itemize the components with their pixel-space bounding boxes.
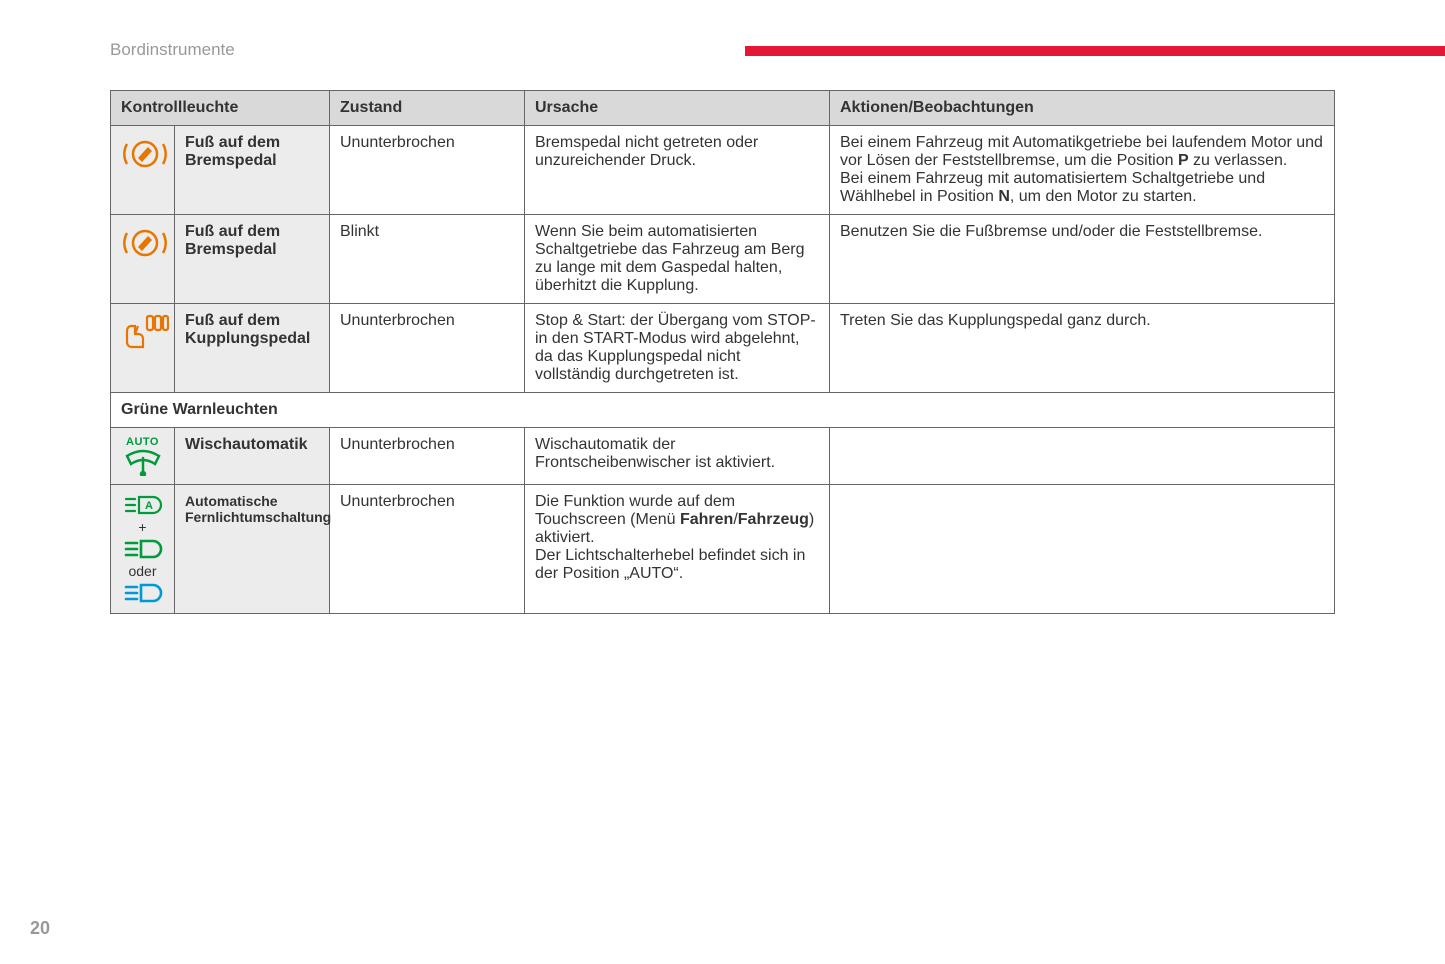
brake-pedal-icon <box>121 134 169 174</box>
icon-cell <box>111 215 175 304</box>
state-cell: Ununterbrochen <box>330 428 525 485</box>
table-row: Fuß auf dem Bremspedal Ununterbrochen Br… <box>111 126 1335 215</box>
table-header-row: Kontrollleuchte Zustand Ursache Aktionen… <box>111 91 1335 126</box>
auto-wiper-icon <box>123 448 163 476</box>
state-cell: Ununterbrochen <box>330 126 525 215</box>
cause-cell: Stop & Start: der Übergang vom STOP- in … <box>525 304 830 393</box>
section-row: Grüne Warnleuchten <box>111 393 1335 428</box>
cause-cell: Wenn Sie beim automatisierten Schaltgetr… <box>525 215 830 304</box>
brake-pedal-icon <box>121 223 169 263</box>
state-cell: Blinkt <box>330 215 525 304</box>
col-ursache: Ursache <box>525 91 830 126</box>
icon-cell <box>111 126 175 215</box>
oder-connector: oder <box>121 563 164 579</box>
action-cell <box>830 428 1335 485</box>
label-cell: Fuß auf dem Bremspedal <box>175 126 330 215</box>
table-row: Fuß auf dem Bremspedal Blinkt Wenn Sie b… <box>111 215 1335 304</box>
high-beam-blue-icon <box>123 581 163 605</box>
table-row: Fuß auf dem Kupplungspedal Ununterbroche… <box>111 304 1335 393</box>
col-zustand: Zustand <box>330 91 525 126</box>
plus-connector: + <box>121 519 164 535</box>
icon-cell: A + oder <box>111 485 175 614</box>
cause-cell: Bremspedal nicht getreten oder unzureich… <box>525 126 830 215</box>
auto-label: AUTO <box>121 436 164 448</box>
action-cell: Bei einem Fahrzeug mit Automatikgetriebe… <box>830 126 1335 215</box>
state-cell: Ununterbrochen <box>330 485 525 614</box>
section-title: Grüne Warnleuchten <box>111 393 1335 428</box>
accent-bar <box>745 46 1445 56</box>
col-aktionen: Aktionen/Beobachtungen <box>830 91 1335 126</box>
clutch-pedal-icon <box>121 312 169 352</box>
col-kontrollleuchte: Kontrollleuchte <box>111 91 330 126</box>
warning-lights-table: Kontrollleuchte Zustand Ursache Aktionen… <box>110 90 1335 614</box>
svg-text:A: A <box>145 500 153 512</box>
state-cell: Ununterbrochen <box>330 304 525 393</box>
table-row: A + oder Automatisc <box>111 485 1335 614</box>
action-cell: Benutzen Sie die Fußbremse und/oder die … <box>830 215 1335 304</box>
header-title: Bordinstrumente <box>110 40 235 60</box>
action-cell <box>830 485 1335 614</box>
icon-cell <box>111 304 175 393</box>
label-cell: Fuß auf dem Bremspedal <box>175 215 330 304</box>
label-cell: Wischautomatik <box>175 428 330 485</box>
label-cell: Automatische Fernlichtumschaltung <box>175 485 330 614</box>
page-number: 20 <box>30 918 50 939</box>
action-cell: Treten Sie das Kupplungspedal ganz durch… <box>830 304 1335 393</box>
cause-cell: Die Funktion wurde auf dem Touchscreen (… <box>525 485 830 614</box>
auto-high-beam-a-icon: A <box>123 493 163 517</box>
icon-cell: AUTO <box>111 428 175 485</box>
label-cell: Fuß auf dem Kupplungspedal <box>175 304 330 393</box>
cause-cell: Wischautomatik der Frontscheibenwischer … <box>525 428 830 485</box>
table-row: AUTO Wischautomatik Ununterbrochen Wisch… <box>111 428 1335 485</box>
high-beam-green-icon <box>123 537 163 561</box>
